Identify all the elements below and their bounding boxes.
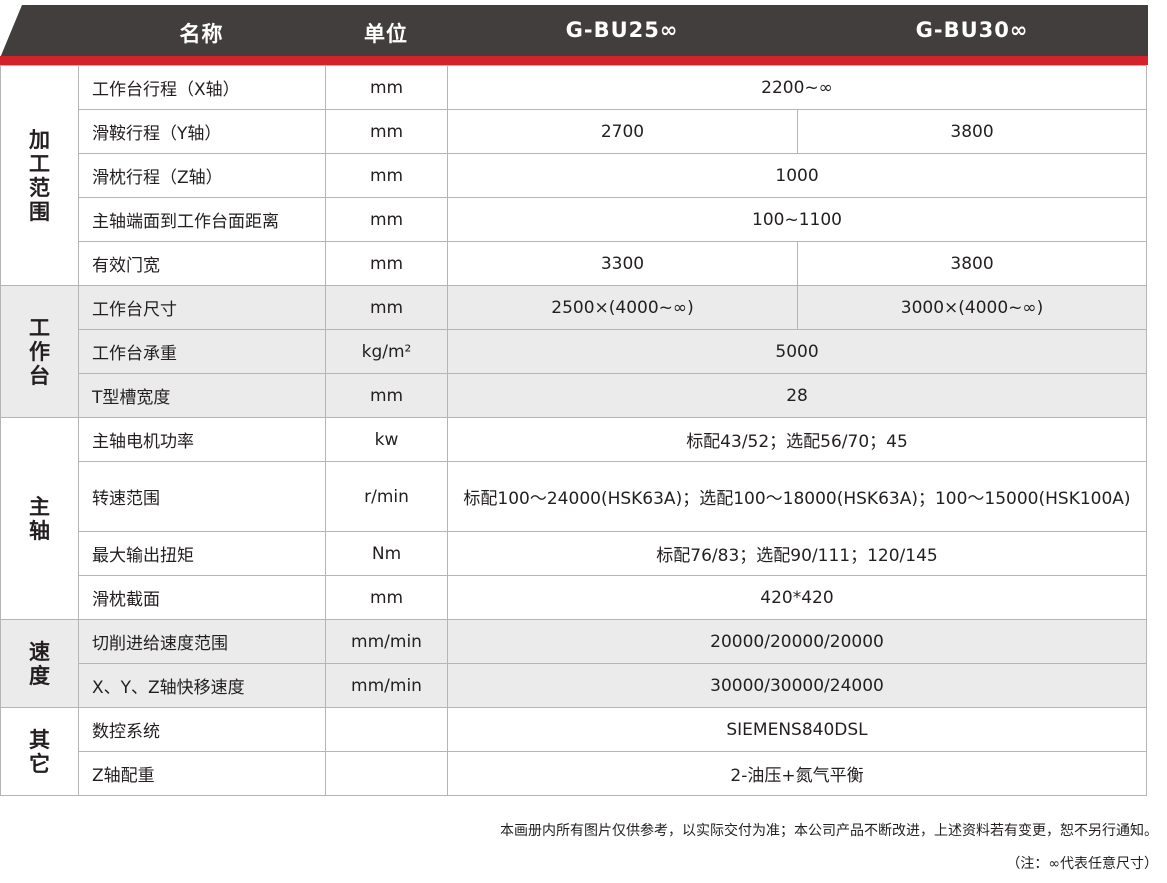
group-label-text: 速度 xyxy=(29,639,50,688)
spec-value: 3800 xyxy=(796,241,1148,286)
table-row: X、Y、Z轴快移速度 mm/min 30000/30000/24000 xyxy=(1,663,1148,708)
table-row: 转速范围 r/min 标配100～24000(HSK63A)；选配100～18000… xyxy=(1,461,1148,532)
spec-name: 滑枕截面 xyxy=(78,575,326,620)
spec-unit: mm xyxy=(325,285,448,330)
spec-value: 2-油压+氮气平衡 xyxy=(446,751,1148,796)
spec-name: 数控系统 xyxy=(78,707,326,752)
table-row: 主轴端面到工作台面距离 mm 100~1100 xyxy=(1,197,1148,242)
header-model-2: G-BU30∞ xyxy=(915,18,1029,42)
spec-unit: mm xyxy=(325,575,448,620)
spec-unit: mm xyxy=(325,197,448,242)
table-row: 其它 数控系统 SIEMENS840DSL xyxy=(0,707,1148,796)
header-unit: 单位 xyxy=(364,22,408,46)
spec-unit: kw xyxy=(325,417,448,462)
spec-unit: mm xyxy=(325,241,448,286)
header-red-stripe xyxy=(0,56,1148,65)
spec-value: 5000 xyxy=(446,329,1148,374)
spec-name: 转速范围 xyxy=(78,461,326,532)
spec-value: 标配43/52；选配56/70；45 xyxy=(446,417,1148,462)
spec-value: 2500×(4000~∞) xyxy=(447,285,798,330)
spec-value: 3800 xyxy=(796,109,1148,154)
spec-name: 工作台尺寸 xyxy=(78,285,326,330)
table-row: 加工范围 工作台行程（X轴） mm 2200~∞ xyxy=(0,65,1148,286)
group-label-text: 其它 xyxy=(29,727,50,776)
spec-name: 主轴端面到工作台面距离 xyxy=(78,197,326,242)
spec-name: 切削进给速度范围 xyxy=(78,619,326,664)
group-label: 加工范围 xyxy=(0,65,79,286)
table-row: 速度 切削进给速度范围 mm/min 20000/20000/20000 xyxy=(0,619,1148,708)
spec-name: 工作台行程（X轴） xyxy=(78,65,326,110)
table-row: T型槽宽度 mm 28 xyxy=(1,373,1148,418)
spec-value: 100~1100 xyxy=(446,197,1148,242)
spec-value: 28 xyxy=(446,373,1148,418)
spec-value: 20000/20000/20000 xyxy=(446,619,1148,664)
spec-table: 加工范围 工作台行程（X轴） mm 2200~∞ 滑鞍行程（Y轴） mm 2700 3800 滑… xyxy=(0,65,1148,796)
group-label-text: 工作台 xyxy=(29,315,50,388)
spec-name: 有效门宽 xyxy=(78,241,326,286)
table-row: 工作台 工作台尺寸 mm 2500×(4000~∞) 3000×(4000~∞) xyxy=(0,285,1148,418)
group-label: 速度 xyxy=(0,619,79,708)
spec-value: 1000 xyxy=(446,153,1148,198)
spec-unit: mm xyxy=(325,109,448,154)
spec-unit: Nm xyxy=(325,531,448,576)
spec-value: 标配100～24000(HSK63A)；选配100～18000(HSK63A)；… xyxy=(446,461,1148,532)
spec-name: 滑枕行程（Z轴） xyxy=(78,153,326,198)
spec-value: 2200~∞ xyxy=(446,65,1148,110)
spec-name: 滑鞍行程（Y轴） xyxy=(78,109,326,154)
table-row: 主轴 主轴电机功率 kw 标配43/52；选配56/70；45 xyxy=(0,417,1148,620)
table-row: 滑鞍行程（Y轴） mm 2700 3800 xyxy=(1,109,1148,154)
spec-unit: mm/min xyxy=(325,619,448,664)
spec-unit: mm/min xyxy=(325,663,448,708)
disclaimer-note: 本画册内所有图片仅供参考，以实际交付为准；本公司产品不断改进，上述资料若有变更，… xyxy=(500,823,1158,839)
spec-name: 最大输出扭矩 xyxy=(78,531,326,576)
group-label: 主轴 xyxy=(0,417,79,620)
group-label-text: 主轴 xyxy=(29,494,50,543)
table-row: 滑枕行程（Z轴） mm 1000 xyxy=(1,153,1148,198)
spec-value: 2700 xyxy=(447,109,798,154)
spec-name: 工作台承重 xyxy=(78,329,326,374)
infinity-legend-note: （注：∞代表任意尺寸） xyxy=(1006,856,1158,872)
spec-unit: r/min xyxy=(325,461,448,532)
table-row: Z轴配重 2-油压+氮气平衡 xyxy=(1,751,1148,796)
spec-unit: mm xyxy=(325,65,448,110)
spec-unit: mm xyxy=(325,373,448,418)
spec-value: SIEMENS840DSL xyxy=(446,707,1148,752)
spec-name: 主轴电机功率 xyxy=(78,417,326,462)
spec-value: 3000×(4000~∞) xyxy=(796,285,1148,330)
group-label-text: 加工范围 xyxy=(29,127,50,224)
header-model-1: G-BU25∞ xyxy=(565,18,679,42)
header-name: 名称 xyxy=(179,22,224,46)
spec-value: 标配76/83；选配90/111；120/145 xyxy=(446,531,1148,576)
spec-value: 30000/30000/24000 xyxy=(446,663,1148,708)
table-header-bar xyxy=(0,5,1148,58)
spec-value: 420*420 xyxy=(446,575,1148,620)
group-label: 其它 xyxy=(0,707,79,796)
spec-unit xyxy=(325,707,448,752)
spec-name: T型槽宽度 xyxy=(78,373,326,418)
table-row: 有效门宽 mm 3300 3800 xyxy=(1,241,1148,286)
spec-value: 3300 xyxy=(447,241,798,286)
group-label: 工作台 xyxy=(0,285,79,418)
spec-unit: kg/m² xyxy=(325,329,448,374)
table-row: 最大输出扭矩 Nm 标配76/83；选配90/111；120/145 xyxy=(1,531,1148,576)
spec-unit: mm xyxy=(325,153,448,198)
table-row: 工作台承重 kg/m² 5000 xyxy=(1,329,1148,374)
spec-name: Z轴配重 xyxy=(78,751,326,796)
spec-unit xyxy=(325,751,448,796)
table-row: 滑枕截面 mm 420*420 xyxy=(1,575,1148,620)
spec-name: X、Y、Z轴快移速度 xyxy=(78,663,326,708)
